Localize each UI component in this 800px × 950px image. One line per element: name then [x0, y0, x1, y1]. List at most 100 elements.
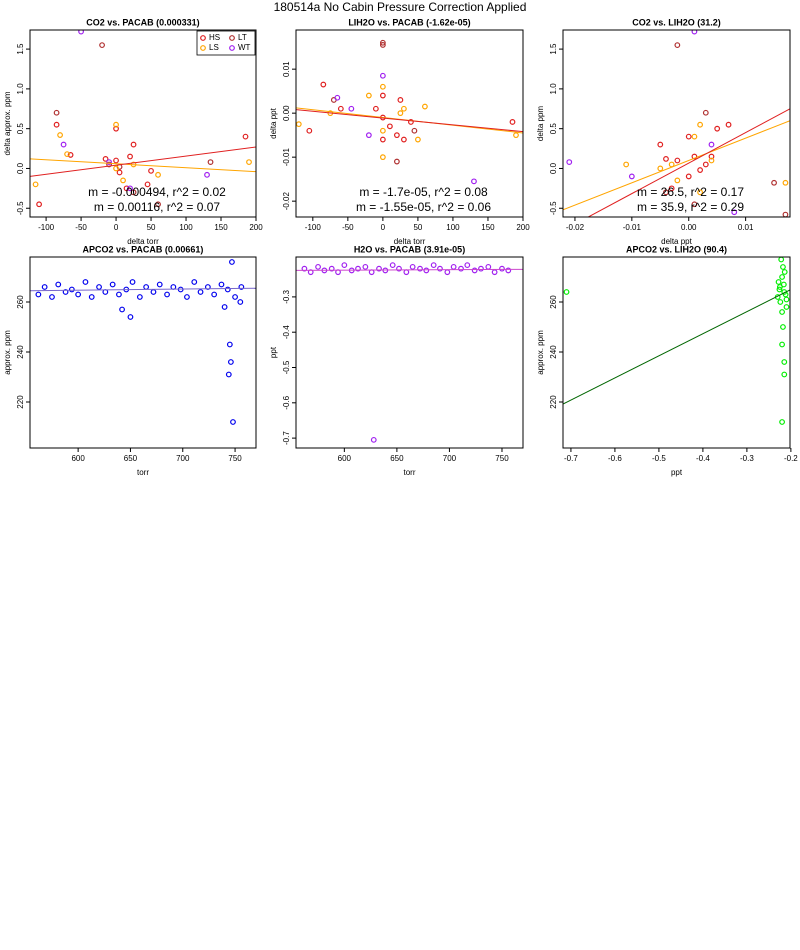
point	[78, 30, 84, 35]
point	[155, 201, 161, 208]
figure-title: 180514a No Cabin Pressure Correction App…	[274, 0, 527, 14]
x-tick-label: 50	[147, 223, 156, 232]
panel: CO2 vs. LIH2O (31.2) delta ppt delta ppm -0…	[536, 17, 791, 246]
point	[499, 265, 505, 272]
point	[685, 173, 692, 180]
point	[237, 299, 244, 305]
point	[379, 127, 386, 134]
x-axis-label: torr	[404, 468, 416, 477]
y-tick-label: 1.0	[16, 83, 25, 95]
x-tick-label: -0.2	[784, 454, 798, 463]
point	[106, 159, 112, 165]
x-tick-label: -0.6	[608, 454, 622, 463]
y-tick-label: 0.0	[16, 162, 25, 174]
y-axis-label: approx. ppm	[3, 330, 12, 375]
point	[397, 110, 404, 117]
point	[691, 153, 698, 160]
point	[408, 119, 414, 125]
x-axis-label: delta ppt	[661, 237, 692, 246]
point	[423, 267, 430, 274]
x-tick-label: 0	[114, 223, 119, 232]
point	[780, 281, 787, 288]
point	[204, 171, 210, 178]
point	[221, 304, 228, 310]
legend-symbol	[229, 45, 235, 51]
point	[62, 289, 69, 295]
point	[417, 265, 423, 272]
plot-area	[563, 257, 790, 425]
fit-line	[563, 289, 790, 405]
x-tick-label: 100	[179, 223, 193, 232]
point	[207, 159, 214, 165]
point	[691, 30, 698, 35]
plot-area	[296, 262, 523, 443]
point	[99, 42, 105, 49]
point	[315, 263, 321, 270]
panel-title: LIH2O vs. PACAB (-1.62e-05)	[348, 17, 470, 27]
point	[82, 279, 89, 285]
point	[232, 294, 238, 300]
point	[775, 279, 782, 285]
y-tick-label: -0.5	[16, 201, 25, 215]
x-tick-label: 750	[228, 454, 242, 463]
point	[779, 274, 785, 280]
point	[777, 299, 784, 305]
y-tick-label: 1.5	[549, 43, 558, 55]
point	[242, 133, 249, 140]
point	[691, 201, 698, 208]
point	[230, 419, 236, 425]
x-tick-label: 0.00	[681, 223, 697, 232]
x-tick-label: 50	[413, 223, 422, 232]
x-axis-label: delta torr	[127, 237, 159, 246]
point	[396, 265, 402, 272]
y-axis-label: approx. ppm	[536, 330, 545, 375]
point	[485, 263, 492, 270]
point	[379, 72, 386, 79]
y-tick-label: 240	[16, 345, 25, 359]
point	[96, 284, 102, 290]
point	[120, 177, 126, 184]
y-tick-label: -0.4	[282, 325, 291, 339]
point	[156, 281, 163, 288]
point	[691, 133, 698, 140]
point	[164, 291, 170, 298]
x-tick-label: -100	[305, 223, 322, 232]
point	[53, 121, 60, 128]
x-tick-label: -0.4	[696, 454, 710, 463]
fit-line	[30, 146, 256, 177]
point	[478, 265, 484, 272]
x-tick-label: 700	[443, 454, 457, 463]
panel: APCO2 vs. PACAB (0.00661) torr approx. ppm…	[3, 244, 257, 477]
point	[170, 284, 177, 290]
point	[566, 159, 573, 165]
point	[513, 132, 519, 139]
annotation: m = -1.55e-05, r^2 = 0.06	[356, 200, 491, 214]
point	[505, 267, 512, 274]
plot-frame	[29, 29, 257, 218]
point	[663, 156, 669, 162]
point	[144, 181, 151, 188]
point	[780, 324, 786, 330]
point	[778, 257, 785, 263]
y-tick-label: 260	[16, 295, 25, 309]
point	[328, 265, 335, 272]
point	[191, 279, 198, 285]
point	[458, 265, 464, 272]
point	[444, 269, 451, 276]
point	[509, 119, 516, 125]
x-tick-label: 150	[481, 223, 495, 232]
point	[320, 81, 327, 88]
point	[379, 83, 386, 90]
point	[657, 141, 664, 148]
point	[779, 341, 785, 348]
fit-line	[587, 108, 790, 217]
point	[783, 296, 790, 303]
point	[708, 153, 715, 160]
point	[771, 179, 777, 186]
point	[197, 289, 204, 295]
point	[628, 173, 635, 180]
point	[184, 294, 190, 300]
point	[409, 263, 416, 270]
point	[155, 171, 161, 178]
y-tick-label: -0.02	[282, 191, 291, 210]
